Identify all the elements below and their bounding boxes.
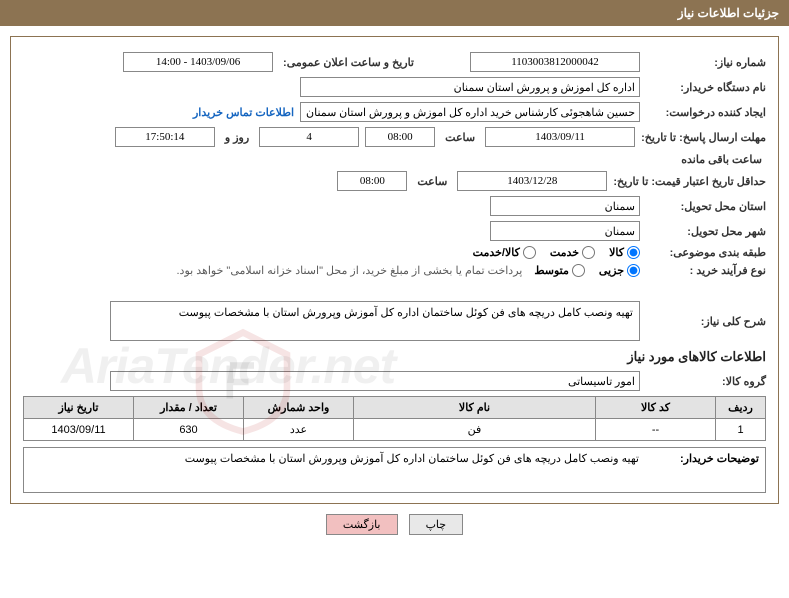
validity-date-input[interactable] xyxy=(457,171,607,191)
details-panel: AriaTender.net شماره نیاز: تاریخ و ساعت … xyxy=(10,36,779,504)
deadline-hour-label: ساعت xyxy=(441,131,479,144)
days-after-label: روز و xyxy=(221,131,253,144)
remain-after-label: ساعت باقی مانده xyxy=(677,153,766,166)
th-unit: واحد شمارش xyxy=(244,397,354,419)
proc-minor-item[interactable]: جزیی xyxy=(599,264,640,277)
cat-both-radio[interactable] xyxy=(523,246,536,259)
days-input[interactable] xyxy=(259,127,359,147)
buyer-org-label: نام دستگاه خریدار: xyxy=(646,81,766,94)
contact-link[interactable]: اطلاعات تماس خریدار xyxy=(193,106,294,119)
summary-text[interactable]: تهیه ونصب کامل دریچه های فن کوئل ساختمان… xyxy=(110,301,640,341)
td-qty: 630 xyxy=(134,419,244,441)
th-qty: تعداد / مقدار xyxy=(134,397,244,419)
th-name: نام کالا xyxy=(354,397,596,419)
th-code: کد کالا xyxy=(596,397,716,419)
group-label: گروه کالا: xyxy=(646,375,766,388)
td-name: فن xyxy=(354,419,596,441)
buyer-org-input[interactable] xyxy=(300,77,640,97)
proc-medium-radio[interactable] xyxy=(572,264,585,277)
buyer-note-text: تهیه ونصب کامل دریچه های فن کوئل ساختمان… xyxy=(185,452,639,488)
need-no-input[interactable] xyxy=(470,52,640,72)
table-header-row: ردیف کد کالا نام کالا واحد شمارش تعداد /… xyxy=(24,397,766,419)
button-row: چاپ بازگشت xyxy=(0,514,789,535)
need-no-label: شماره نیاز: xyxy=(646,56,766,69)
cat-both-item[interactable]: کالا/خدمت xyxy=(473,246,536,259)
cat-goods-item[interactable]: کالا xyxy=(609,246,640,259)
items-table: ردیف کد کالا نام کالا واحد شمارش تعداد /… xyxy=(23,396,766,441)
cat-service-radio[interactable] xyxy=(582,246,595,259)
deadline-label: مهلت ارسال پاسخ: تا تاریخ: xyxy=(641,131,766,144)
header-bar: جزئیات اطلاعات نیاز xyxy=(0,0,789,26)
cat-goods-radio[interactable] xyxy=(627,246,640,259)
announce-label: تاریخ و ساعت اعلان عمومی: xyxy=(279,56,418,69)
proc-medium-item[interactable]: متوسط xyxy=(534,264,585,277)
validity-label: حداقل تاریخ اعتبار قیمت: تا تاریخ: xyxy=(613,175,766,188)
back-button[interactable]: بازگشت xyxy=(326,514,398,535)
category-label: طبقه بندی موضوعی: xyxy=(646,246,766,259)
summary-label: شرح کلی نیاز: xyxy=(646,315,766,328)
announce-input[interactable] xyxy=(123,52,273,72)
process-label: نوع فرآیند خرید : xyxy=(646,264,766,277)
city-label: شهر محل تحویل: xyxy=(646,225,766,238)
td-date: 1403/09/11 xyxy=(24,419,134,441)
city-input[interactable] xyxy=(490,221,640,241)
th-row: ردیف xyxy=(716,397,766,419)
buyer-note-box: توضیحات خریدار: تهیه ونصب کامل دریچه های… xyxy=(23,447,766,493)
header-title: جزئیات اطلاعات نیاز xyxy=(678,6,779,20)
payment-note: پرداخت تمام یا بخشی از مبلغ خرید، از محل… xyxy=(177,264,523,277)
proc-minor-radio[interactable] xyxy=(627,264,640,277)
validity-time-input[interactable] xyxy=(337,171,407,191)
requester-input[interactable] xyxy=(300,102,640,122)
th-date: تاریخ نیاز xyxy=(24,397,134,419)
group-input[interactable] xyxy=(110,371,640,391)
province-input[interactable] xyxy=(490,196,640,216)
deadline-date-input[interactable] xyxy=(485,127,635,147)
requester-label: ایجاد کننده درخواست: xyxy=(646,106,766,119)
province-label: استان محل تحویل: xyxy=(646,200,766,213)
remain-time-input[interactable] xyxy=(115,127,215,147)
td-idx: 1 xyxy=(716,419,766,441)
td-code: -- xyxy=(596,419,716,441)
table-row: 1 -- فن عدد 630 1403/09/11 xyxy=(24,419,766,441)
validity-hour-label: ساعت xyxy=(413,175,451,188)
td-unit: عدد xyxy=(244,419,354,441)
print-button[interactable]: چاپ xyxy=(409,514,464,535)
buyer-note-label: توضیحات خریدار: xyxy=(639,452,759,488)
deadline-time-input[interactable] xyxy=(365,127,435,147)
items-section-title: اطلاعات کالاهای مورد نیاز xyxy=(23,349,766,365)
cat-service-item[interactable]: خدمت xyxy=(550,246,595,259)
